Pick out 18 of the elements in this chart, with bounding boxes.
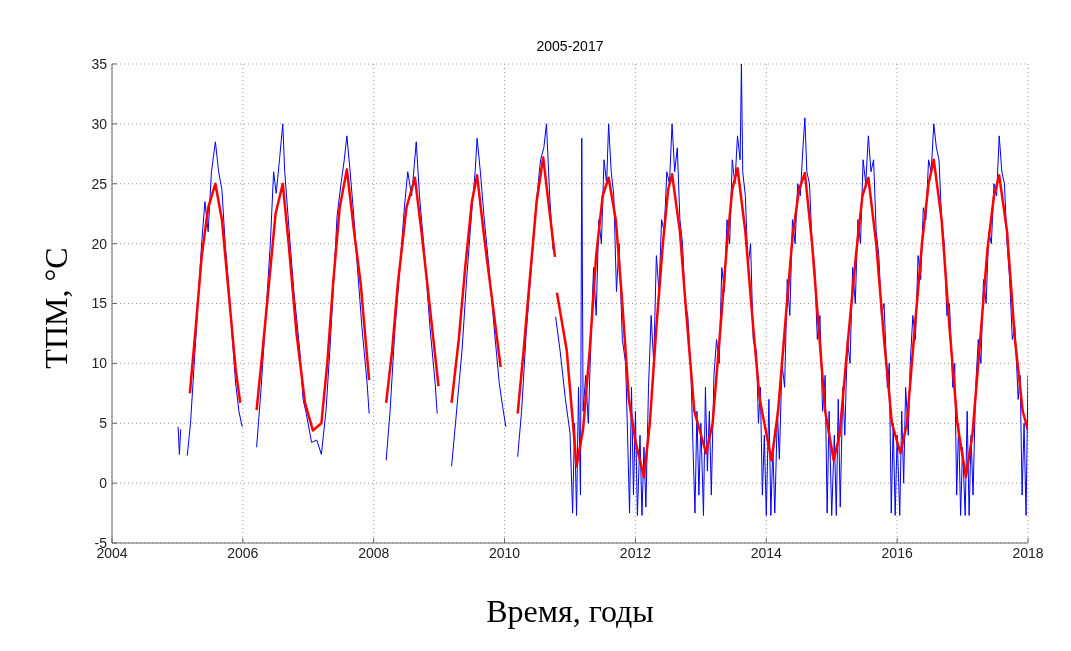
y-tick-label: 10 bbox=[91, 355, 108, 372]
y-tick-label: 30 bbox=[91, 115, 108, 132]
x-tick-label: 2006 bbox=[227, 544, 259, 561]
y-axis-title: ТПМ, °С bbox=[37, 247, 75, 369]
y-tick-label: 20 bbox=[91, 235, 108, 252]
y-tick-label: 25 bbox=[91, 175, 108, 192]
y-tick-label: 15 bbox=[91, 295, 108, 312]
x-tick-label: 2016 bbox=[881, 544, 913, 561]
x-tick-label: 2018 bbox=[1012, 544, 1044, 561]
x-tick-label: 2014 bbox=[750, 544, 783, 561]
x-tick-label: 2012 bbox=[619, 544, 652, 561]
y-tick-label: 35 bbox=[91, 55, 108, 72]
y-tick-label: 5 bbox=[99, 415, 108, 432]
y-tick-label: 0 bbox=[99, 475, 108, 492]
x-tick-label: 2010 bbox=[488, 544, 521, 561]
chart-title: 2005-2017 bbox=[535, 38, 605, 54]
x-tick-label: 2008 bbox=[358, 544, 390, 561]
x-axis-title: Время, годы bbox=[485, 593, 655, 630]
